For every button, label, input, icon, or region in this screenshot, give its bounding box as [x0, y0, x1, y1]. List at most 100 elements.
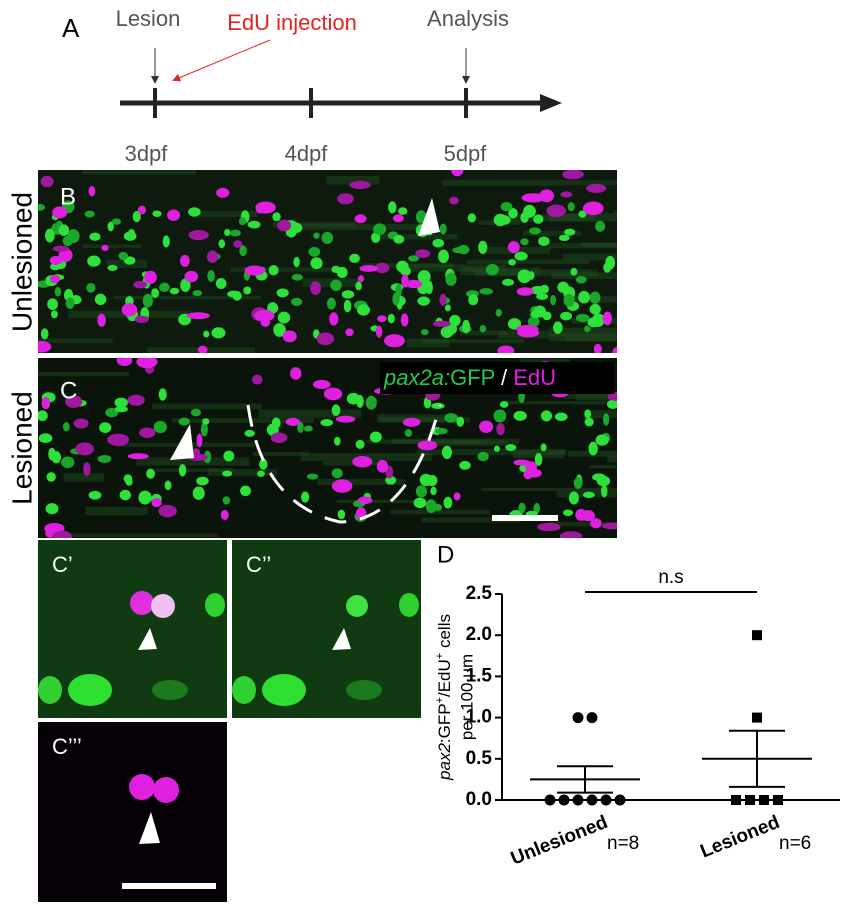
point: [600, 794, 612, 806]
cell: [266, 423, 279, 436]
cell: [220, 509, 229, 521]
cell: [435, 427, 448, 435]
cell: [589, 303, 601, 315]
y-label-marker: :GFP: [435, 703, 454, 743]
cell: [485, 263, 499, 276]
tissue: [171, 418, 314, 423]
event-label: EdU injection: [227, 10, 357, 35]
cell: [399, 593, 419, 617]
cell: [443, 496, 453, 509]
tissue: [549, 327, 617, 337]
cell: [232, 291, 242, 301]
tissue: [85, 506, 148, 516]
cell: [449, 196, 459, 205]
cell: [134, 315, 149, 324]
cell: [499, 401, 509, 408]
cell: [507, 318, 522, 330]
cell: [316, 332, 335, 346]
cell: [158, 388, 167, 401]
cell: [508, 259, 516, 266]
cell: [513, 410, 527, 421]
cell: [97, 454, 112, 463]
cell: [310, 281, 321, 296]
cell: [602, 413, 610, 426]
cell: [444, 304, 451, 312]
cell: [133, 280, 148, 289]
cell: [550, 295, 557, 306]
cell: [477, 451, 489, 462]
cell: [238, 217, 247, 226]
cell: [417, 440, 438, 451]
point: [614, 794, 626, 806]
cell: [589, 291, 601, 304]
panel-label: C’’’: [52, 734, 82, 759]
cell: [192, 290, 203, 297]
row-label: Lesioned: [6, 391, 37, 505]
cell: [336, 266, 348, 279]
cell: [439, 223, 447, 235]
y-label-sup: +: [434, 653, 446, 659]
cell: [539, 189, 555, 203]
cell: [400, 313, 409, 327]
cell: [222, 496, 231, 505]
cell: [542, 311, 552, 321]
cell: [442, 445, 453, 460]
cell: [438, 249, 449, 264]
tissue: [575, 391, 617, 401]
cell: [359, 265, 379, 272]
tissue: [192, 210, 258, 218]
tissue: [607, 456, 617, 463]
tissue: [551, 272, 617, 279]
cell: [46, 472, 56, 482]
cell: [223, 450, 235, 462]
cell: [365, 395, 377, 410]
cell: [375, 262, 390, 274]
cell: [329, 312, 339, 326]
cell: [533, 214, 544, 224]
cell: [606, 399, 617, 409]
cell: [546, 204, 567, 218]
timeline-label: 5dpf: [444, 141, 488, 166]
cell: [290, 367, 302, 380]
cell: [38, 204, 46, 211]
cell: [567, 202, 575, 212]
cell: [357, 275, 365, 283]
point: [558, 794, 570, 806]
legend: pax2a:GFP / EdU: [383, 365, 556, 390]
cell: [84, 210, 95, 218]
point: [544, 794, 556, 806]
cell: [312, 379, 331, 389]
cell: [445, 272, 457, 286]
cell: [179, 254, 190, 267]
cell: [207, 270, 215, 282]
cell: [560, 311, 573, 321]
cell: [151, 594, 175, 618]
panel-label: C’’: [246, 552, 271, 577]
cell: [137, 205, 147, 215]
cell: [146, 468, 155, 479]
arrow: [172, 39, 271, 82]
cell: [349, 180, 371, 190]
cell: [425, 499, 437, 513]
cell: [527, 316, 540, 327]
cell: [291, 273, 303, 281]
cell: [251, 374, 263, 385]
cell: [387, 313, 395, 324]
cell: [301, 491, 310, 503]
cell: [158, 504, 177, 518]
cell: [377, 315, 387, 323]
cell: [87, 255, 101, 267]
y-axis-label: pax2:GFP+/EdU+ cells: [434, 614, 455, 781]
cell: [432, 238, 445, 248]
cell: [116, 358, 133, 367]
cell: [395, 283, 402, 298]
cell: [496, 422, 505, 436]
cell: [401, 274, 409, 288]
cell: [216, 187, 230, 198]
cell: [432, 320, 451, 327]
cell: [247, 220, 261, 229]
cell: [153, 777, 179, 803]
legend-marker: GFP: [450, 365, 495, 390]
cell: [557, 281, 570, 293]
